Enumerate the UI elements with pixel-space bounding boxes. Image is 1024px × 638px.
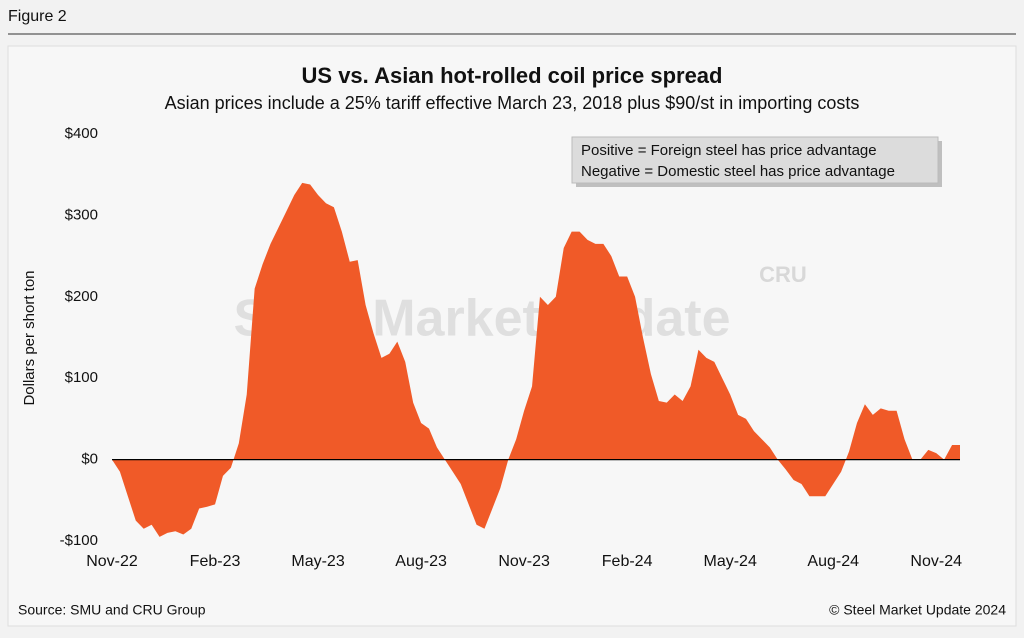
x-tick-label: Feb-23 xyxy=(190,553,241,570)
plot-area: -$100 $0 $100 $200 $300 $400 Nov-22 Feb-23 May-2… xyxy=(60,125,962,570)
y-tick-label: $400 xyxy=(65,125,98,142)
chart-title: US vs. Asian hot-rolled coil price sprea… xyxy=(302,63,723,88)
watermark-logo: CRU xyxy=(759,262,807,287)
x-tick-label: Aug-23 xyxy=(395,553,447,570)
copyright: © Steel Market Update 2024 xyxy=(829,602,1006,618)
x-tick-label: Feb-24 xyxy=(602,553,653,570)
x-tick-label: May-23 xyxy=(291,553,344,570)
y-tick-label: $200 xyxy=(65,288,98,305)
x-tick-label: Aug-24 xyxy=(807,553,859,570)
y-tick-label: -$100 xyxy=(60,532,98,549)
chart-subtitle: Asian prices include a 25% tariff effect… xyxy=(165,93,860,113)
annotation: Negative = Domestic steel has price adva… xyxy=(581,163,895,180)
x-tick-label: Nov-22 xyxy=(86,553,138,570)
y-axis-label: Dollars per short ton xyxy=(21,270,38,405)
annotation: Positive = Foreign steel has price advan… xyxy=(581,142,877,159)
y-tick-label: $300 xyxy=(65,206,98,223)
y-tick-label: $0 xyxy=(81,451,98,468)
x-tick-label: Nov-23 xyxy=(498,553,550,570)
figure-label: Figure 2 xyxy=(8,8,67,25)
y-tick-label: $100 xyxy=(65,369,98,386)
area xyxy=(112,182,960,537)
x-tick-label: May-24 xyxy=(703,553,756,570)
legend-box xyxy=(571,136,939,184)
source: Source: SMU and CRU Group xyxy=(18,602,206,618)
x-tick-label: Nov-24 xyxy=(910,553,962,570)
